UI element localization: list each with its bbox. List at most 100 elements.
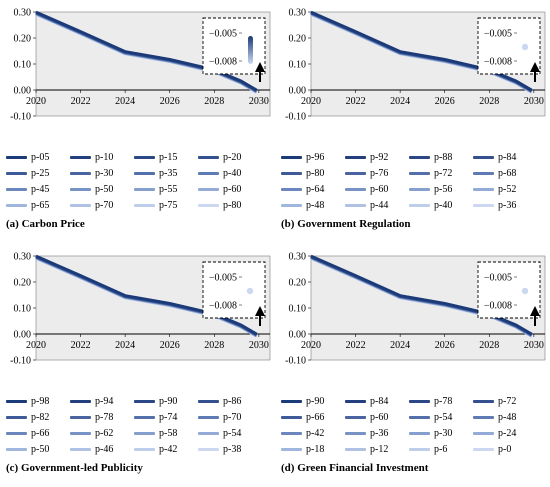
- legend-label: p-36: [370, 427, 389, 439]
- legend-label: p-10: [95, 151, 114, 163]
- legend-item: p-46: [70, 442, 132, 456]
- legend-item: p-82: [6, 410, 68, 424]
- legend-swatch: [281, 415, 302, 419]
- legend-swatch: [6, 171, 27, 175]
- inset-tick-label: −0.005: [209, 29, 237, 40]
- legend-label: p-30: [434, 427, 453, 439]
- legend-label: p-54: [223, 427, 242, 439]
- legend-label: p-35: [159, 167, 178, 179]
- legend-item: p-80: [198, 198, 260, 212]
- legend-label: p-48: [306, 199, 325, 211]
- legend-item: p-66: [6, 426, 68, 440]
- legend-label: p-60: [370, 411, 389, 423]
- legend-item: p-90: [281, 394, 343, 408]
- legend-item: p-36: [345, 426, 407, 440]
- legend-label: p-84: [370, 395, 389, 407]
- inset-tick-label: −0.005: [484, 29, 512, 40]
- legend-swatch: [473, 203, 494, 207]
- legend-item: p-15: [134, 150, 196, 164]
- legend-swatch: [409, 447, 430, 451]
- legend-label: p-36: [498, 199, 517, 211]
- legend-label: p-88: [434, 151, 453, 163]
- y-tick-label: 0.00: [14, 86, 32, 97]
- legend-item: p-78: [70, 410, 132, 424]
- chart-panel-a: 0.30 0.20 0.10 0.00 -0.10 2020 2022 2024 2026 202…: [0, 0, 275, 243]
- legend-label: p-98: [31, 395, 50, 407]
- legend-label: p-82: [31, 411, 50, 423]
- legend-swatch: [409, 415, 430, 419]
- inset-tick-label: −0.005: [484, 273, 512, 284]
- legend-swatch: [134, 399, 155, 403]
- legend-label: p-42: [306, 427, 325, 439]
- legend-item: p-70: [198, 410, 260, 424]
- legend-swatch: [6, 431, 27, 435]
- legend-item: p-96: [281, 150, 343, 164]
- legend-item: p-10: [70, 150, 132, 164]
- chart-panel-c: 0.30 0.20 0.10 0.00 -0.10 2020 2022 2024 2026 202…: [0, 244, 275, 487]
- legend-swatch: [70, 187, 91, 191]
- legend-swatch: [345, 447, 366, 451]
- legend-item: p-86: [198, 394, 260, 408]
- legend-label: p-55: [159, 183, 178, 195]
- legend-label: p-60: [223, 183, 242, 195]
- legend-swatch: [198, 447, 219, 451]
- legend-label: p-18: [306, 443, 325, 455]
- legend-swatch: [198, 203, 219, 207]
- x-tick-label: 2024: [390, 340, 410, 351]
- legend-swatch: [473, 155, 494, 159]
- legend-label: p-40: [223, 167, 242, 179]
- panel-caption: (b) Government Regulation: [281, 218, 411, 230]
- y-tick-label: -0.10: [10, 112, 31, 123]
- legend-item: p-05: [6, 150, 68, 164]
- y-tick-label: 0.30: [289, 252, 307, 263]
- legend-swatch: [6, 399, 27, 403]
- legend-swatch: [198, 399, 219, 403]
- legend-label: p-15: [159, 151, 178, 163]
- plot-svg: 0.30 0.20 0.10 0.00 -0.10 2020 2022 2024 2026 202…: [285, 8, 546, 123]
- inset-box: [202, 261, 266, 319]
- legend-label: p-72: [434, 167, 453, 179]
- legend-item: p-54: [198, 426, 260, 440]
- legend-swatch: [134, 187, 155, 191]
- x-tick-label: 2028: [479, 96, 499, 107]
- legend-label: p-94: [95, 395, 114, 407]
- x-tick-label: 2028: [479, 340, 499, 351]
- inset-tick-label: −0.008: [484, 57, 512, 68]
- legend-swatch: [70, 431, 91, 435]
- legend-swatch: [70, 171, 91, 175]
- legend-swatch: [134, 447, 155, 451]
- legend-item: p-40: [198, 166, 260, 180]
- x-tick-label: 2030: [249, 96, 269, 107]
- series-line-p-98: [35, 254, 258, 335]
- legend-label: p-64: [306, 183, 325, 195]
- legend-label: p-48: [498, 411, 517, 423]
- legend-item: p-50: [70, 182, 132, 196]
- legend-swatch: [70, 155, 91, 159]
- legend-swatch: [473, 187, 494, 191]
- y-tick-label: 0.00: [289, 86, 307, 97]
- legend-item: p-72: [409, 166, 471, 180]
- legend-item: p-84: [345, 394, 407, 408]
- legend-item: p-45: [6, 182, 68, 196]
- legend-label: p-40: [434, 199, 453, 211]
- legend-label: p-56: [434, 183, 453, 195]
- legend-swatch: [134, 415, 155, 419]
- legend-swatch: [473, 399, 494, 403]
- legend-swatch: [198, 171, 219, 175]
- legend-label: p-30: [95, 167, 114, 179]
- inset-marker: [521, 43, 529, 51]
- inset-tick-label: −0.008: [209, 301, 237, 312]
- y-tick-label: 0.10: [289, 60, 307, 71]
- x-tick-label: 2022: [71, 96, 91, 107]
- y-tick-label: 0.10: [14, 60, 32, 71]
- x-tick-label: 2028: [204, 340, 224, 351]
- legend-swatch: [345, 155, 366, 159]
- legend-item: p-54: [409, 410, 471, 424]
- x-tick-label: 2020: [26, 96, 46, 107]
- x-tick-label: 2030: [249, 340, 269, 351]
- panel-caption: (d) Green Financial Investment: [281, 462, 429, 474]
- legend-swatch: [345, 431, 366, 435]
- legend-label: p-70: [223, 411, 242, 423]
- legend-item: p-42: [134, 442, 196, 456]
- legend-item: p-98: [6, 394, 68, 408]
